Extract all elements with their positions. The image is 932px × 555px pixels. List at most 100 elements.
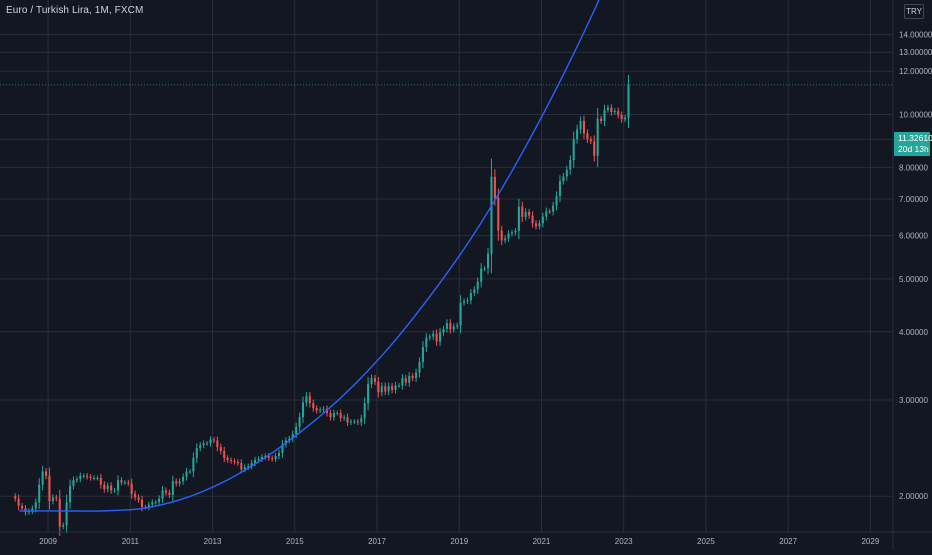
candle-body (425, 337, 428, 348)
candle-body (490, 176, 493, 254)
candle-body (466, 300, 469, 302)
candle (79, 472, 82, 483)
candle-body (380, 386, 383, 393)
candle (315, 405, 318, 414)
candle-body (247, 466, 250, 468)
price-tick-label: 10.00000 (899, 110, 932, 119)
currency-badge[interactable]: TRY (904, 4, 924, 19)
candle-body (565, 169, 568, 177)
candle (589, 136, 592, 145)
candle (394, 382, 397, 394)
candle (418, 357, 421, 378)
candle-body (281, 444, 284, 453)
candle-body (545, 211, 548, 217)
candle-body (504, 238, 507, 241)
price-tick-label: 7.00000 (899, 195, 928, 204)
candle-body (243, 467, 246, 470)
candle-body (99, 477, 102, 485)
candle-body (182, 476, 185, 482)
candle (408, 372, 411, 387)
candle-body (524, 211, 527, 217)
candle-body (164, 490, 167, 493)
candle-body (469, 293, 472, 301)
candle-body (154, 502, 157, 504)
candle (469, 288, 472, 305)
candle (58, 489, 61, 536)
candle-body (178, 481, 181, 484)
candle (593, 135, 596, 162)
candle (552, 201, 555, 216)
parabolic-curve-line[interactable] (19, 0, 607, 512)
candle (596, 108, 599, 168)
candle-body (103, 484, 106, 490)
candle (373, 374, 376, 386)
candle (72, 476, 75, 490)
candle (582, 115, 585, 139)
grid-lines (0, 0, 893, 532)
candle (195, 443, 198, 463)
time-tick-label: 2011 (122, 537, 140, 546)
candle (360, 414, 363, 426)
candle (332, 409, 335, 421)
candle (106, 482, 109, 493)
candle (89, 474, 92, 481)
candle (103, 481, 106, 493)
candle-body (38, 484, 41, 503)
candle (603, 104, 606, 127)
candle-body (521, 206, 524, 217)
candle (130, 478, 133, 499)
candle-body (534, 223, 538, 227)
candle (528, 208, 531, 219)
candle-body (387, 386, 390, 392)
candle (175, 478, 178, 487)
candle (301, 396, 305, 424)
candle (356, 418, 359, 426)
candle-body (219, 447, 222, 452)
candle (463, 298, 466, 306)
candle-body (373, 378, 376, 382)
candle (562, 172, 565, 185)
candle (411, 373, 414, 382)
candle (346, 413, 349, 427)
candle-body (579, 120, 582, 130)
candle (188, 469, 191, 474)
candle (624, 115, 627, 122)
candle (31, 505, 34, 514)
candle (322, 406, 325, 413)
candle-body (483, 268, 486, 270)
candle (223, 446, 226, 463)
candle (425, 333, 428, 352)
candle (82, 473, 85, 479)
candle-body (137, 497, 140, 500)
candle-body (45, 471, 48, 476)
candle-body (452, 326, 455, 330)
candle-body (158, 498, 161, 503)
candle-body (188, 471, 191, 473)
candle-body (377, 381, 380, 393)
candle-body (278, 452, 281, 456)
candle (319, 407, 322, 414)
candle-body (367, 383, 370, 404)
candle (452, 323, 455, 333)
candle-body (305, 396, 308, 403)
candle-body (548, 211, 551, 213)
price-tick-label: 8.00000 (899, 163, 928, 172)
candle-body (257, 458, 260, 460)
candle-body (240, 463, 243, 470)
price-tick-label: 13.00000 (899, 48, 932, 57)
candle-body (216, 440, 219, 448)
candle (473, 286, 476, 297)
candle (298, 412, 301, 432)
candle (504, 235, 507, 244)
candle-body (312, 403, 315, 409)
candle (116, 475, 120, 496)
candle-body (428, 336, 431, 338)
candle (113, 488, 116, 493)
candle-body (291, 433, 294, 439)
candle (500, 225, 503, 246)
candle (613, 108, 616, 115)
candle-body (336, 413, 339, 415)
candle (62, 522, 65, 530)
